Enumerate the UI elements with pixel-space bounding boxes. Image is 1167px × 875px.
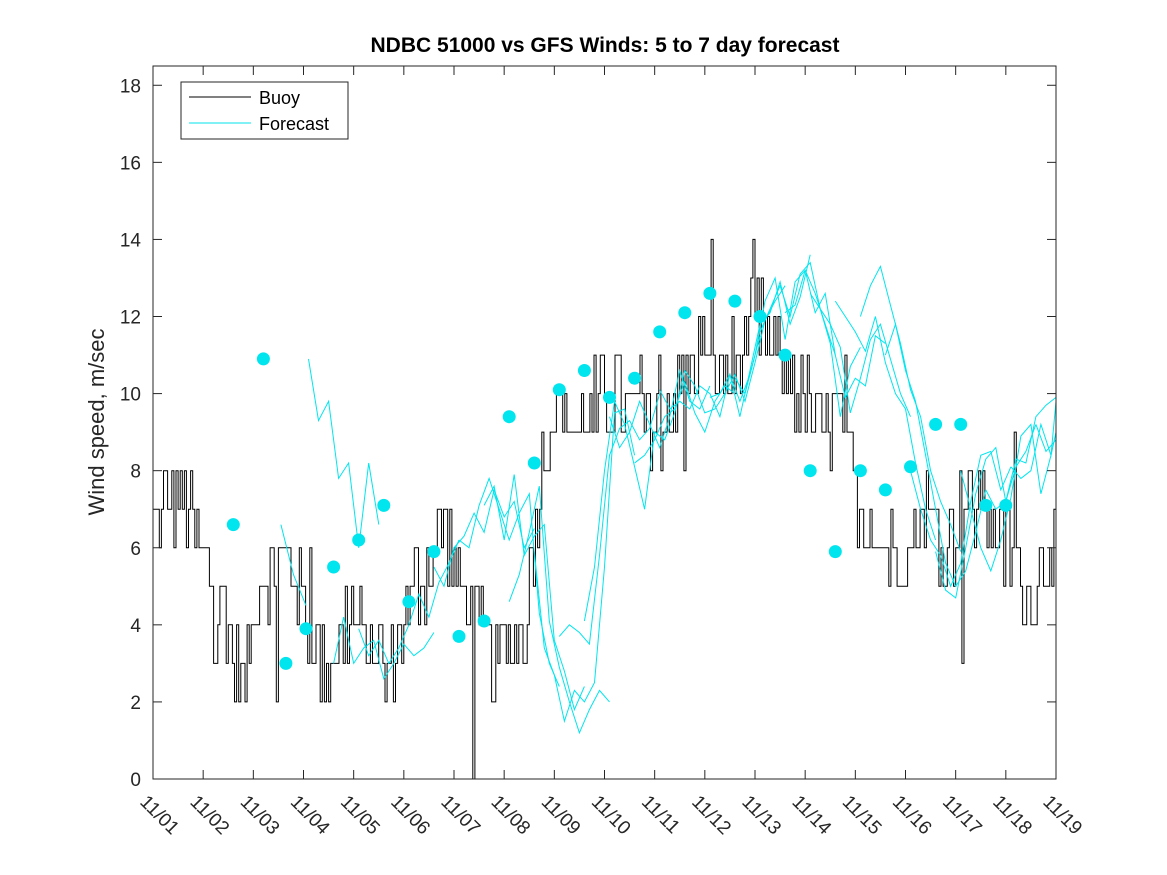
y-tick-label: 10 [120, 385, 141, 406]
forecast-line [709, 254, 811, 417]
forecast-line [985, 397, 1057, 510]
forecast-line [834, 300, 937, 541]
forecast-marker [979, 498, 993, 512]
forecast-marker [803, 464, 817, 478]
y-tick-label: 4 [130, 616, 141, 637]
forecast-marker [878, 483, 892, 497]
forecast-marker [653, 325, 667, 339]
y-tick-label: 8 [130, 462, 141, 483]
forecast-line [784, 268, 886, 399]
y-axis-label: Wind speed, m/sec [84, 328, 109, 515]
forecast-line [308, 358, 380, 548]
forecast-marker [402, 595, 416, 609]
forecast-line [358, 539, 460, 665]
forecast-line [609, 368, 711, 450]
forecast-marker [728, 294, 742, 308]
legend-box [180, 81, 349, 140]
forecast-marker [502, 410, 516, 424]
y-tick-label: 0 [130, 770, 141, 791]
y-axis: 0 2 4 6 8 10 12 14 16 18 [120, 76, 1056, 791]
forecast-marker [377, 498, 391, 512]
forecast-line [659, 335, 761, 419]
forecast-line [1010, 422, 1057, 480]
y-tick-label: 2 [130, 693, 141, 714]
legend: Buoy Forecast [180, 81, 349, 140]
forecast-line [859, 265, 962, 552]
forecast-line [280, 524, 307, 606]
forecast-marker [427, 545, 441, 559]
forecast-series-group [280, 254, 1057, 735]
forecast-marker [577, 364, 591, 377]
forecast-marker [256, 352, 270, 366]
forecast-line [333, 616, 435, 681]
y-tick-label: 14 [120, 230, 142, 251]
forecast-line [558, 393, 661, 646]
forecast-line [583, 370, 686, 622]
forecast-marker [678, 306, 692, 320]
forecast-marker [279, 656, 293, 670]
forecast-markers-group [226, 286, 1013, 670]
forecast-line [960, 401, 1057, 573]
forecast-marker [999, 498, 1013, 512]
forecast-marker [703, 286, 717, 300]
forecast-marker [327, 560, 341, 574]
y-tick-label: 6 [130, 539, 141, 560]
forecast-line [759, 261, 861, 417]
y-tick-label: 18 [120, 76, 141, 97]
legend-forecast-label: Forecast [259, 114, 329, 134]
forecast-marker [904, 460, 917, 474]
forecast-marker [853, 464, 867, 478]
forecast-line [935, 424, 1037, 599]
forecast-line [483, 474, 585, 712]
forecast-marker [452, 629, 466, 643]
forecast-marker [778, 348, 792, 362]
forecast-marker [753, 310, 767, 323]
forecast-marker [299, 622, 313, 636]
forecast-marker [477, 614, 491, 628]
plot-background [153, 66, 1056, 779]
forecast-marker [352, 533, 366, 547]
plot-area [152, 65, 1057, 780]
forecast-marker [828, 545, 842, 559]
forecast-line [809, 293, 911, 417]
y-tick-label: 12 [120, 308, 141, 329]
forecast-marker [954, 417, 968, 431]
forecast-marker [628, 371, 642, 385]
forecast-marker [929, 417, 943, 431]
forecast-line [1035, 424, 1057, 453]
forecast-line [533, 408, 636, 724]
forecast-marker [552, 383, 566, 397]
forecast-marker [603, 390, 616, 404]
forecast-marker [527, 456, 541, 470]
y-tick-label: 16 [120, 153, 141, 174]
forecast-marker [226, 518, 240, 532]
forecast-line [884, 322, 987, 588]
forecast-line [634, 380, 736, 464]
legend-buoy-label: Buoy [259, 88, 300, 108]
forecast-line [910, 450, 1012, 588]
chart-title: NDBC 51000 vs GFS Winds: 5 to 7 day fore… [371, 34, 840, 57]
forecast-line [508, 485, 610, 735]
